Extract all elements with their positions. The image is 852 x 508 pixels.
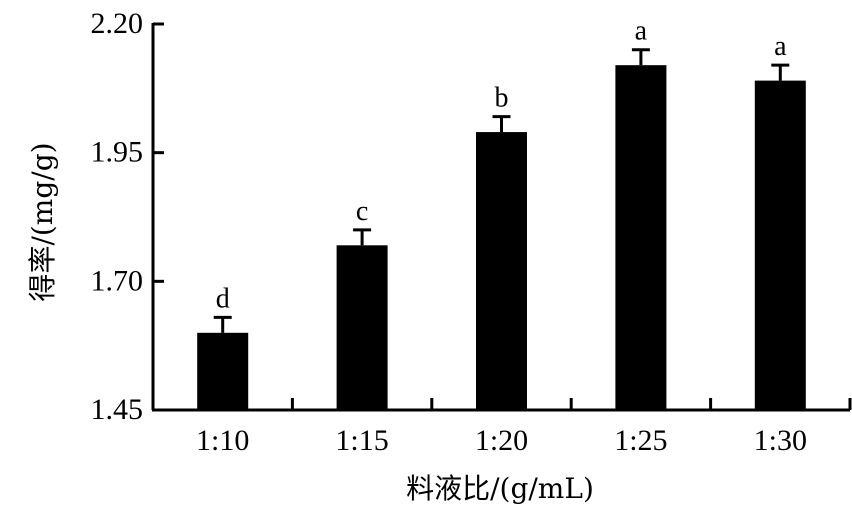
- y-tick-label: 1.70: [91, 264, 144, 297]
- x-tick-label: 1:30: [754, 424, 807, 457]
- significance-label: b: [495, 83, 509, 114]
- y-axis-title: 得率/(mg/g): [26, 142, 59, 301]
- bar: [336, 245, 388, 410]
- bar: [615, 65, 667, 410]
- bar: [754, 80, 806, 410]
- significance-label: d: [216, 283, 230, 314]
- y-tick-label: 1.95: [91, 136, 144, 169]
- y-tick-label: 1.45: [91, 393, 144, 426]
- bar: [476, 132, 527, 410]
- x-tick-label: 1:20: [475, 424, 528, 457]
- x-tick-label: 1:10: [196, 424, 249, 457]
- x-tick-label: 1:25: [614, 424, 667, 457]
- x-tick-label: 1:15: [335, 424, 388, 457]
- significance-label: a: [774, 31, 787, 62]
- plot-area: 1.45 1.70 1.95 2.20 d 1:10 c 1:15 b 1:20 a 1:25 a 1:3…: [91, 7, 852, 457]
- significance-label: a: [635, 16, 648, 47]
- significance-label: c: [356, 196, 368, 227]
- y-tick-label: 2.20: [91, 7, 144, 40]
- bar: [197, 332, 249, 410]
- x-axis-title: 料液比/(g/mL): [406, 472, 594, 505]
